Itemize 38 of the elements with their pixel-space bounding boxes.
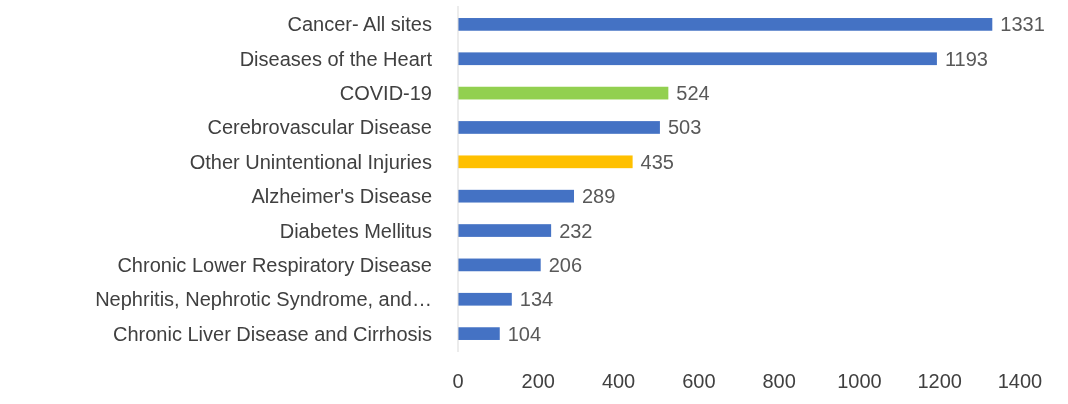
bar [458, 224, 552, 237]
data-label: 524 [676, 82, 710, 105]
x-tick-label: 400 [601, 370, 636, 392]
data-label: 503 [667, 116, 702, 139]
x-tick-label: 0 [452, 370, 464, 392]
y-tick-label: Nephritis, Nephrotic Syndrome, and… [95, 288, 432, 311]
y-tick-label: Diseases of the Heart [239, 47, 433, 70]
y-tick-label: Diabetes Mellitus [279, 219, 432, 242]
data-label: 206 [548, 253, 583, 276]
data-label: 435 [640, 150, 674, 173]
data-label: 104 [507, 322, 542, 345]
y-tick-label: Chronic Lower Respiratory Disease [117, 253, 432, 276]
data-label: 134 [519, 288, 554, 311]
y-tick-label: Cancer- All sites [287, 13, 432, 36]
bar [458, 155, 633, 169]
data-label: 289 [582, 185, 616, 208]
bar [458, 121, 660, 134]
bar [458, 189, 575, 203]
x-tick-label: 1000 [837, 370, 882, 392]
x-tick-label: 600 [682, 370, 716, 392]
bar [458, 258, 541, 272]
data-label: 1193 [944, 47, 988, 70]
bar [458, 86, 669, 100]
x-tick-label: 800 [762, 370, 796, 392]
x-tick-label: 1200 [917, 370, 962, 392]
y-tick-label: Alzheimer's Disease [251, 185, 432, 208]
bar [458, 292, 512, 306]
y-tick-label: Cerebrovascular Disease [207, 116, 432, 139]
bar [458, 327, 500, 340]
bar [458, 18, 993, 31]
x-tick-label: 200 [521, 370, 555, 392]
y-tick-label: COVID-19 [339, 82, 432, 105]
bar [458, 52, 937, 66]
y-tick-label: Chronic Liver Disease and Cirrhosis [112, 322, 432, 345]
x-tick-label: 1400 [997, 370, 1043, 392]
data-label: 232 [559, 219, 593, 242]
data-label: 1331 [1000, 13, 1045, 36]
y-tick-label: Other Unintentional Injuries [189, 150, 432, 173]
